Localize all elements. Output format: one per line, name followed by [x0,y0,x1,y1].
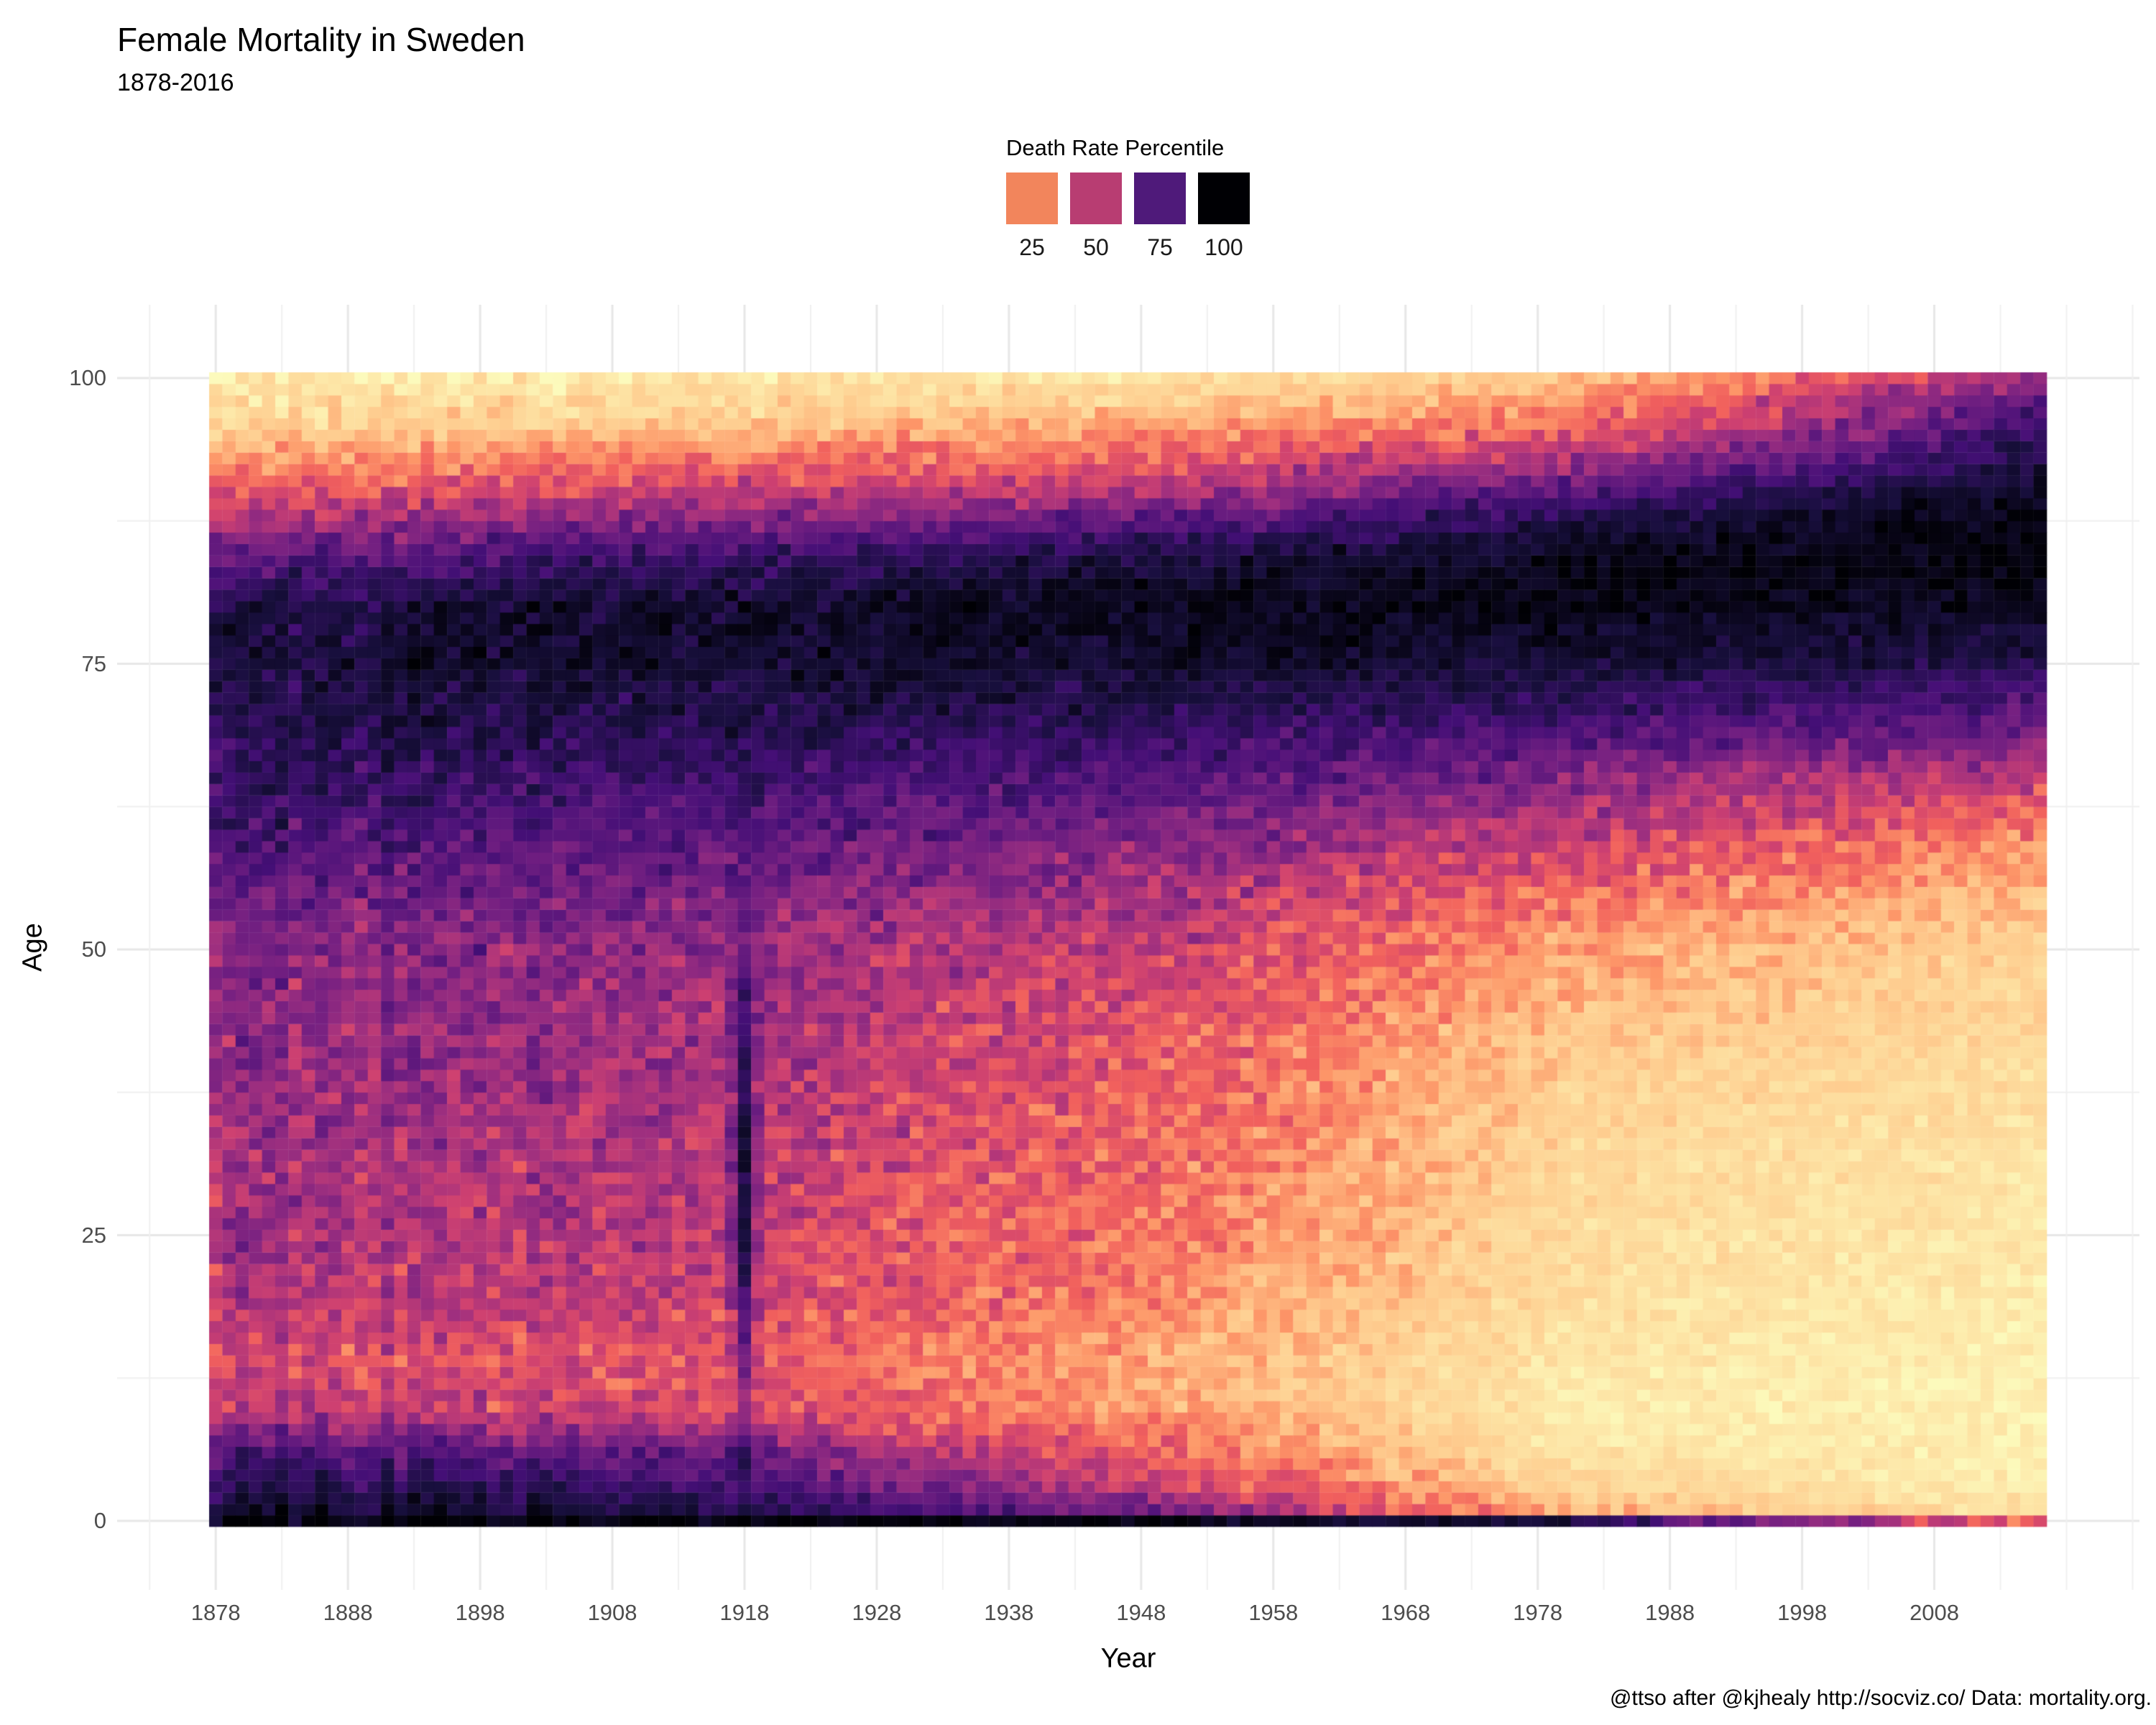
x-axis-tick-label: 1978 [1513,1600,1563,1625]
mortality-heatmap-canvas [117,305,2139,1590]
x-axis-tick-label: 1958 [1248,1600,1299,1625]
y-axis-tick-label: 25 [81,1222,106,1248]
legend-label: 75 [1147,234,1173,260]
x-axis-tick-label: 1918 [719,1600,770,1625]
plot-subtitle: 1878-2016 [117,69,234,96]
legend-swatch [1134,172,1186,224]
x-axis-tick-label: 1908 [587,1600,637,1625]
x-axis-tick-label: 2008 [1909,1600,1960,1625]
y-axis-tick-label: 50 [81,937,106,962]
caption: @ttso after @kjhealy http://socviz.co/ D… [1610,1686,2152,1710]
x-axis-tick-label: 1898 [455,1600,505,1625]
legend-title: Death Rate Percentile [1006,135,1225,160]
legend-item: 100 [1198,172,1250,261]
x-axis-tick-label: 1888 [323,1600,373,1625]
legend-label: 100 [1204,234,1243,260]
y-axis-tick-label: 100 [69,365,106,390]
legend-item: 75 [1134,172,1186,261]
x-axis-tick-label: 1948 [1116,1600,1166,1625]
x-axis-tick-label: 1928 [852,1600,902,1625]
legend-label: 50 [1083,234,1109,260]
y-axis-tick-label: 75 [81,650,106,676]
y-axis-tick-label: 0 [93,1508,106,1533]
legend-label: 25 [1019,234,1045,260]
x-axis-tick-label: 1878 [190,1600,241,1625]
fill-legend: Death Rate Percentile 25 50 75 100 [1006,135,1250,261]
page-title: Female Mortality in Sweden [117,21,525,58]
legend-swatch [1006,172,1058,224]
x-axis-tick-label: 1938 [984,1600,1034,1625]
legend-swatch [1070,172,1122,224]
y-axis-title: Age [17,923,48,972]
x-axis-tick-label: 1988 [1645,1600,1695,1625]
legend-item: 25 [1006,172,1058,261]
legend-swatch [1198,172,1250,224]
x-axis-title: Year [1100,1643,1156,1674]
x-axis-tick-label: 1968 [1381,1600,1431,1625]
x-axis-tick-label: 1998 [1777,1600,1828,1625]
legend-items: 25 50 75 100 [1006,172,1250,261]
legend-item: 50 [1070,172,1122,261]
